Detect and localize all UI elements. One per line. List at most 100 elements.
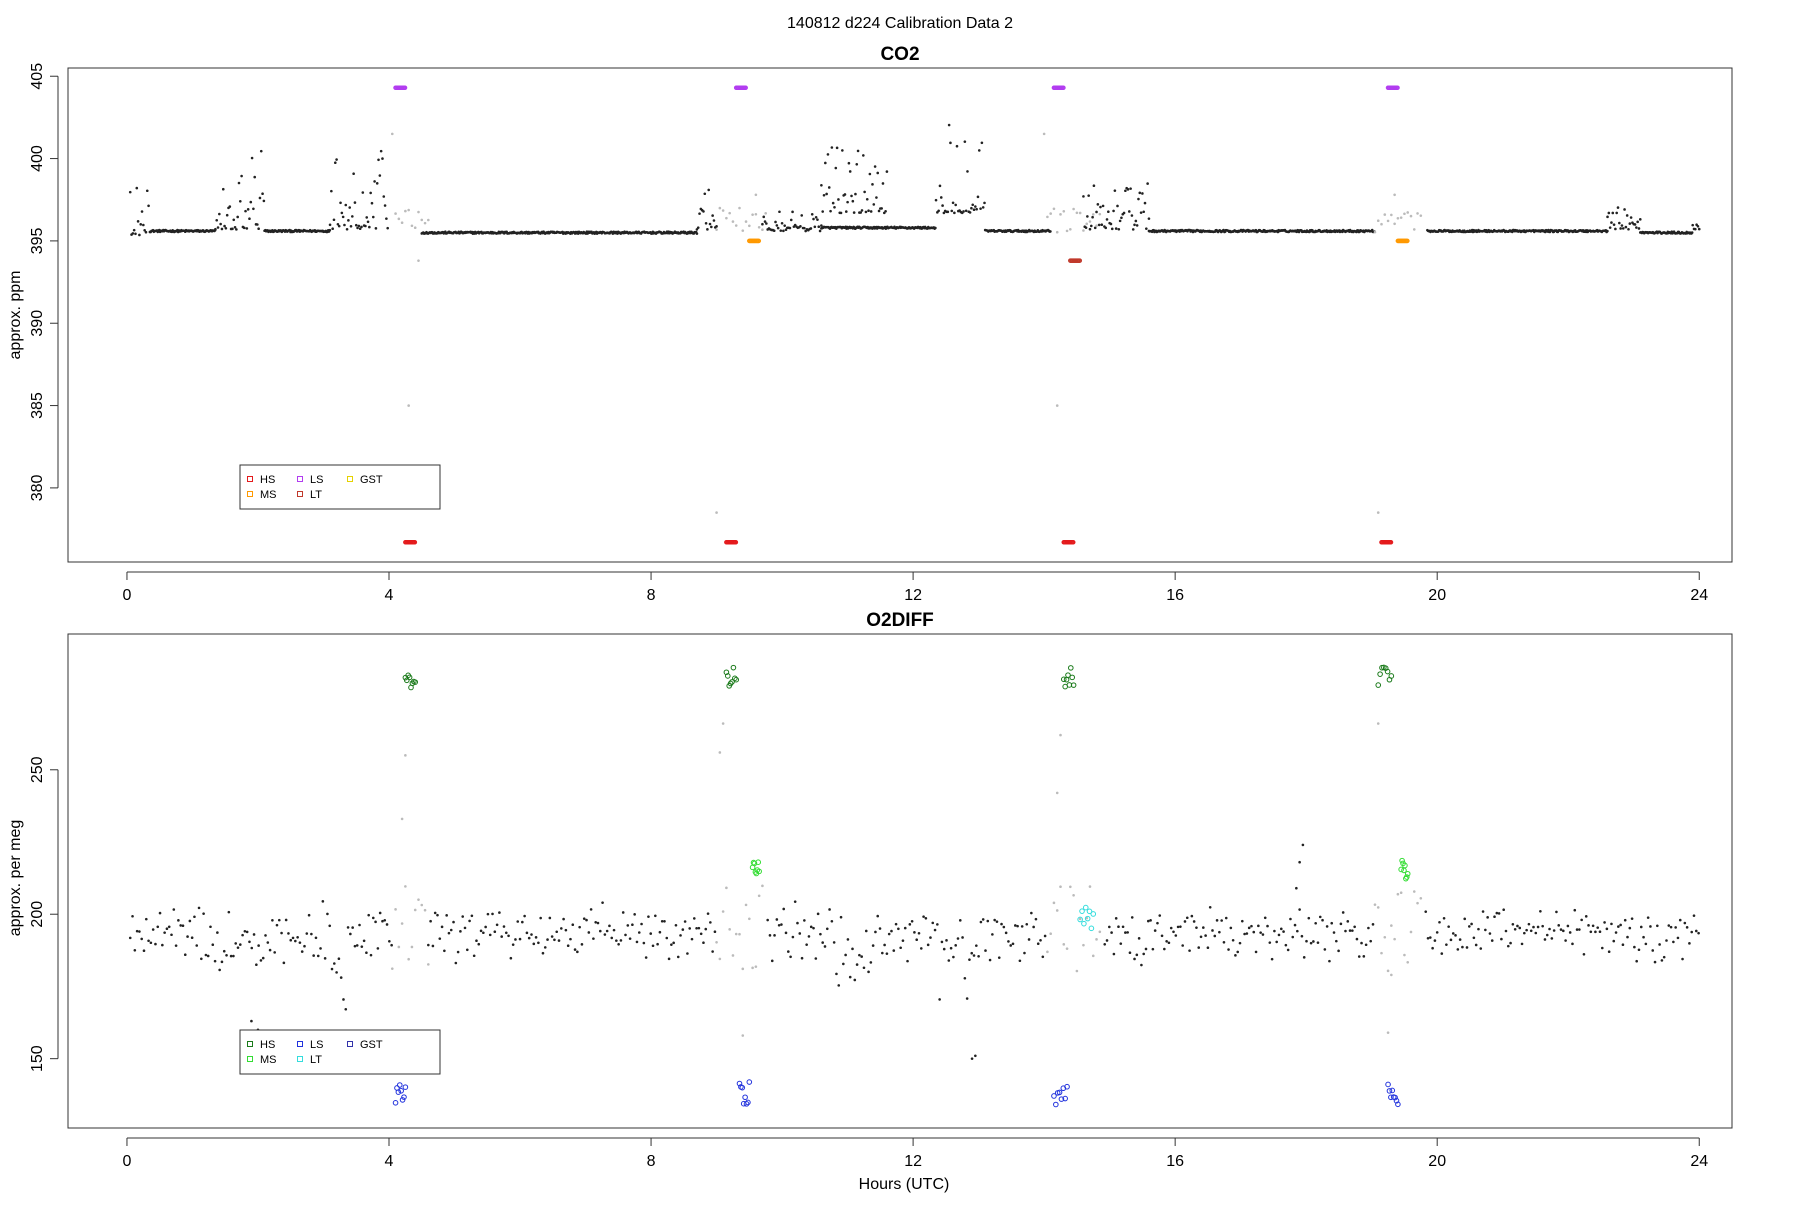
co2-point [1093, 226, 1097, 230]
co2-point [349, 224, 353, 228]
o2-point [284, 918, 288, 922]
o2-point [461, 915, 465, 918]
co2-point [378, 174, 382, 177]
o2-point [147, 939, 150, 943]
co2-excluded-point [1052, 207, 1056, 211]
co2-excluded-point [1095, 224, 1098, 228]
o2-point [388, 939, 391, 943]
o2-point [566, 944, 570, 948]
co2-point [1095, 210, 1098, 214]
o2-excluded-point [718, 957, 722, 961]
co2-excluded-point [400, 221, 404, 225]
o2-point [1440, 952, 1444, 955]
o2-point [851, 947, 854, 951]
o2-point [1633, 945, 1636, 949]
o2-legend-box [239, 1029, 441, 1075]
o2-legend-label-gst: GST [360, 1039, 383, 1051]
o2-ms-cal-point [756, 868, 762, 875]
o2-point [1685, 926, 1689, 929]
co2-point [859, 211, 862, 214]
o2-point [238, 943, 242, 946]
co2-point [1608, 226, 1612, 229]
o2-point [1431, 946, 1434, 950]
co2-point [966, 170, 969, 173]
co2-point [1610, 221, 1613, 224]
co2-point [855, 163, 859, 166]
o2-point [555, 930, 559, 934]
o2-point [679, 934, 682, 937]
co2-x-tick-label: 0 [123, 587, 132, 604]
co2-point [1611, 211, 1615, 215]
o2-point [981, 918, 985, 921]
o2-point [298, 941, 302, 944]
o2-point [968, 958, 971, 961]
o2-point [881, 951, 884, 955]
o2-point [647, 915, 650, 918]
co2-point [1109, 222, 1113, 226]
o2-legend-marker-ms [247, 1056, 253, 1062]
o2-point [1484, 928, 1487, 932]
o2-lt-cal-point [1081, 920, 1087, 927]
o2-excluded-point [1373, 903, 1377, 906]
o2-point [1479, 947, 1483, 950]
o2-point [1220, 919, 1223, 922]
o2-x-tick-label: 24 [1690, 1153, 1708, 1170]
co2-x-tick-label: 4 [385, 587, 394, 604]
o2-point [287, 932, 290, 935]
o2-point [1653, 960, 1657, 964]
o2-excluded-point [738, 932, 741, 936]
co2-point [1627, 227, 1630, 231]
o2-point [1213, 934, 1217, 938]
o2-point [523, 914, 526, 918]
o2-point [1252, 930, 1256, 934]
co2-point [711, 214, 714, 217]
o2-ls-cal-point [1056, 1089, 1063, 1096]
o2-ls-cal-point [1058, 1096, 1065, 1102]
o2-point [1481, 910, 1485, 913]
o2-point [658, 930, 662, 934]
o2-point [906, 959, 909, 963]
o2-point [1518, 926, 1522, 930]
o2-excluded-point [725, 886, 728, 890]
o2diff-x-axis: 0 4 8 12 16 20 24 [123, 1137, 1708, 1170]
co2-plot-frame [67, 67, 1733, 563]
o2-point [1458, 938, 1462, 941]
co2-point [947, 123, 951, 127]
co2-point [1618, 221, 1621, 225]
o2-point [518, 937, 522, 941]
o2-point [1188, 949, 1191, 952]
o2-point [245, 930, 249, 934]
o2-point [1353, 925, 1356, 929]
co2-excluded-point [748, 224, 751, 228]
o2-point [1301, 843, 1305, 847]
co2-point [981, 206, 985, 209]
co2-point [822, 193, 826, 197]
o2-point [766, 918, 769, 922]
o2-excluded-point [1403, 953, 1406, 957]
o2-point [1277, 933, 1281, 937]
o2-excluded-point [761, 884, 764, 888]
co2-point [382, 195, 386, 198]
o2-point [1011, 942, 1015, 946]
o2-point [365, 951, 368, 955]
co2-point [258, 196, 262, 200]
co2-point [775, 224, 779, 227]
o2-point [832, 941, 836, 944]
o2-point [486, 912, 490, 916]
o2-point [1243, 932, 1246, 936]
o2-hs-cal-point [724, 673, 731, 679]
o2-point [500, 935, 503, 938]
co2-excluded-point [741, 229, 745, 232]
o2-point [1238, 941, 1242, 945]
co2-point [128, 190, 132, 194]
o2-point [793, 900, 797, 903]
o2-point [305, 932, 309, 935]
o2-point [949, 946, 953, 950]
o2-point [988, 958, 992, 962]
o2-excluded-point [410, 945, 414, 949]
co2-excluded-point [417, 210, 420, 214]
o2-excluded-point [757, 894, 761, 898]
co2-point [145, 189, 149, 193]
o2-point [138, 930, 141, 933]
